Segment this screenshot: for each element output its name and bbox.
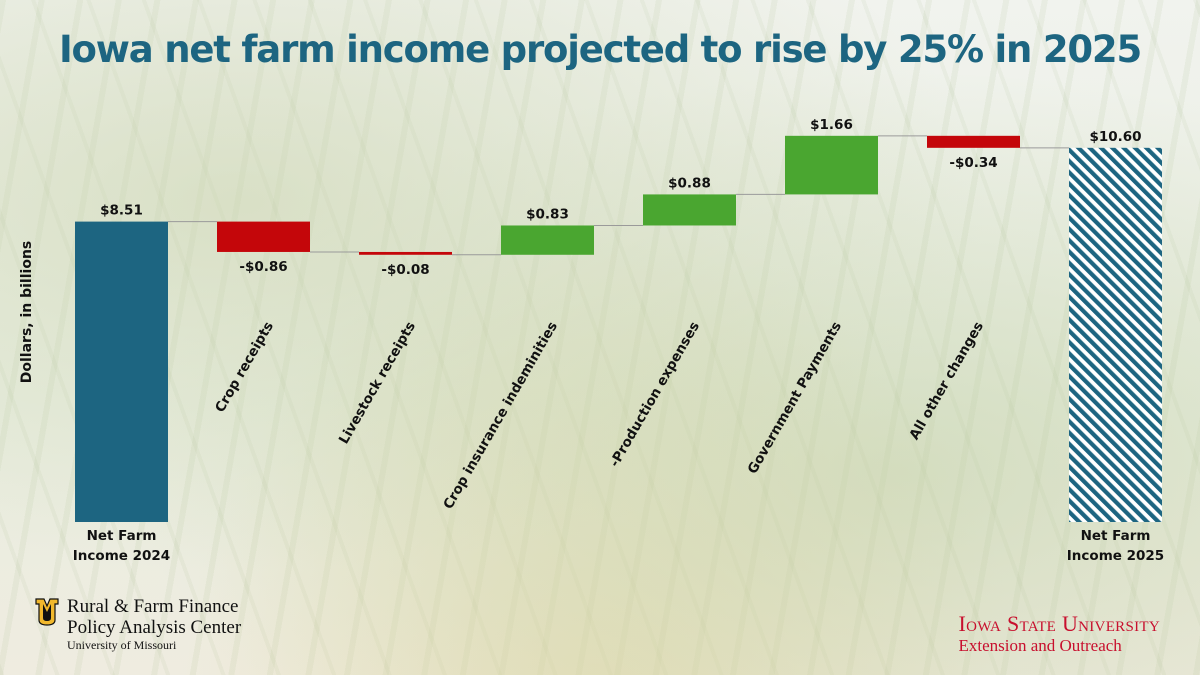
value-label-livestock-receipts: -$0.08 <box>381 262 429 278</box>
bar-government-payments <box>785 135 878 195</box>
bars <box>75 135 1162 523</box>
bar-crop-insurance-indeminities <box>501 225 594 255</box>
category-label-production-expenses: -Production expenses <box>607 319 703 470</box>
value-label-net-farm-income-2024: $8.51 <box>100 203 143 219</box>
value-label-government-payments: $1.66 <box>810 117 853 133</box>
iowa-state-logo: Iowa State University Extension and Outr… <box>958 612 1160 656</box>
value-label-crop-receipts: -$0.86 <box>239 259 287 275</box>
category-labels: Net Farm Income 2024 Crop receipts Livestoc… <box>73 319 1164 564</box>
value-label-crop-insurance-indeminities: $0.83 <box>526 206 569 222</box>
logo-line-3: University of Missouri <box>67 638 177 652</box>
connector-lines <box>168 135 1069 256</box>
category-label-livestock-receipts: Livestock receipts <box>336 319 419 447</box>
bar-livestock-receipts <box>359 251 452 255</box>
category-label-all-other-changes: All other changes <box>906 319 987 443</box>
category-label-crop-insurance-indeminities: Crop insurance indeminities <box>440 319 561 512</box>
bar-all-other-changes <box>927 135 1020 148</box>
logo-line-1: Rural & Farm Finance <box>67 596 239 617</box>
rural-farm-finance-logo: Rural & Farm Finance Policy Analysis Cen… <box>35 596 241 653</box>
bar-net-farm-income-2024 <box>75 221 168 523</box>
bar-production-expenses <box>643 194 736 226</box>
category-label-net-farm-income-2024-2: Income 2024 <box>73 548 170 564</box>
category-label-crop-receipts: Crop receipts <box>212 319 277 415</box>
isu-name: Iowa State University <box>958 611 1160 636</box>
bar-net-farm-income-2025 <box>1069 147 1162 522</box>
value-labels: $8.51 -$0.86 -$0.08 $0.83 $0.88 $1.66 -$0.34 $1… <box>100 117 1141 278</box>
value-label-production-expenses: $0.88 <box>668 175 711 191</box>
value-label-all-other-changes: -$0.34 <box>949 155 997 171</box>
category-label-net-farm-income-2025-1: Net Farm <box>1081 528 1151 544</box>
category-label-net-farm-income-2025-2: Income 2025 <box>1067 548 1164 564</box>
category-label-net-farm-income-2024-1: Net Farm <box>87 528 157 544</box>
y-axis-label: Dollars, in billions <box>19 241 35 384</box>
page-title: Iowa net farm income projected to rise b… <box>58 28 1142 71</box>
value-label-net-farm-income-2025: $10.60 <box>1089 129 1141 145</box>
category-label-government-payments: Government Payments <box>745 319 845 477</box>
bar-crop-receipts <box>217 221 310 252</box>
waterfall-chart: $8.51 -$0.86 -$0.08 $0.83 $0.88 $1.66 -$0.34 $1… <box>19 117 1164 564</box>
logo-line-2: Policy Analysis Center <box>67 617 242 638</box>
mizzou-tiger-mark-icon <box>35 598 59 626</box>
isu-subtitle: Extension and Outreach <box>958 636 1122 655</box>
